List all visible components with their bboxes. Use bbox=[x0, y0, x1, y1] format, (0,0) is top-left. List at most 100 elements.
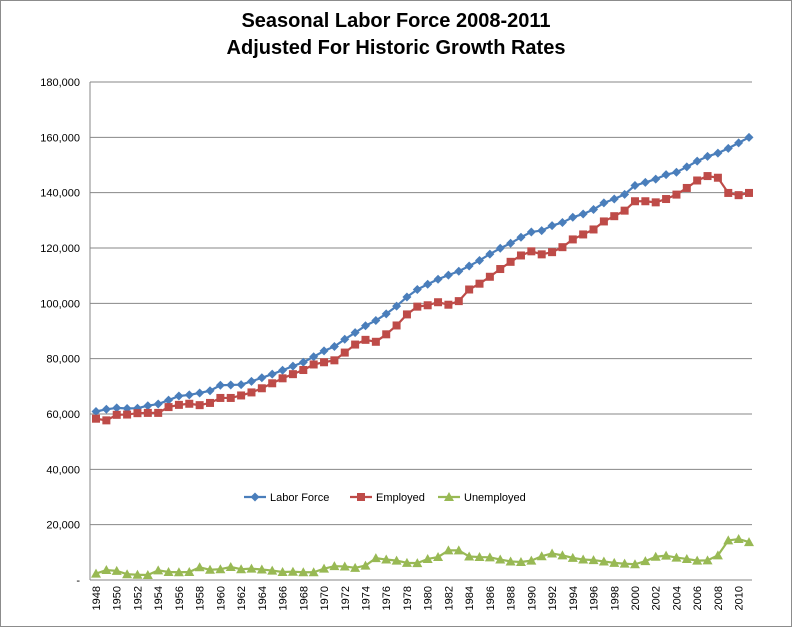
labor-force-point bbox=[309, 352, 319, 362]
unemployed-point bbox=[360, 560, 371, 570]
chart-title-line1: Seasonal Labor Force 2008-2011 bbox=[241, 10, 551, 32]
x-tick-label: 1958 bbox=[195, 586, 207, 610]
labor-force-point bbox=[371, 315, 381, 325]
employed-point bbox=[112, 410, 121, 419]
labor-force-point bbox=[713, 148, 723, 158]
employed-point bbox=[392, 321, 401, 330]
unemployed-point bbox=[184, 566, 195, 576]
employed-point bbox=[516, 251, 525, 260]
employed-point bbox=[330, 356, 339, 365]
employed-point bbox=[102, 416, 111, 425]
labor-force-point bbox=[392, 301, 402, 311]
unemployed-point bbox=[246, 563, 257, 573]
unemployed-point bbox=[567, 552, 578, 562]
labor-force-point bbox=[423, 279, 433, 289]
unemployed-point bbox=[391, 555, 402, 565]
x-axis: 1948 1950 1952 1954 1956 1958 1960 1962 1964 1966… bbox=[89, 82, 752, 610]
unemployed-point bbox=[609, 557, 620, 567]
series-employed bbox=[92, 172, 753, 425]
employed-point bbox=[734, 191, 743, 200]
labor-force-point bbox=[506, 238, 516, 248]
employed-point bbox=[164, 403, 173, 412]
labor-force-point bbox=[164, 395, 174, 405]
series-unemployed bbox=[91, 534, 754, 580]
employed-point bbox=[413, 302, 422, 311]
unemployed-point bbox=[132, 569, 143, 579]
employed-point bbox=[226, 393, 235, 402]
labor-force-point bbox=[671, 167, 681, 177]
x-tick-label: 2002 bbox=[651, 586, 663, 610]
employed-point bbox=[724, 188, 733, 197]
unemployed-point bbox=[547, 548, 558, 558]
labor-force-point bbox=[599, 198, 609, 208]
unemployed-point bbox=[671, 552, 682, 562]
unemployed-point bbox=[712, 550, 723, 560]
unemployed-point bbox=[484, 552, 495, 562]
unemployed-point bbox=[536, 551, 547, 561]
legend-swatch-marker bbox=[357, 493, 365, 501]
labor-force-point bbox=[640, 177, 650, 187]
x-tick-label: 1962 bbox=[236, 586, 248, 610]
x-tick-label: 1982 bbox=[443, 586, 455, 610]
employed-point bbox=[143, 408, 152, 417]
employed-point bbox=[651, 198, 660, 207]
unemployed-point bbox=[629, 559, 640, 569]
x-tick-label: 2004 bbox=[671, 586, 683, 610]
unemployed-point bbox=[142, 570, 153, 580]
employed-point bbox=[444, 300, 453, 309]
employed-point bbox=[92, 414, 100, 423]
employed-point bbox=[527, 247, 536, 256]
unemployed-point bbox=[443, 545, 454, 555]
labor-force-point bbox=[195, 388, 205, 398]
labor-force-point bbox=[516, 232, 526, 242]
employed-point bbox=[195, 401, 204, 410]
employed-point bbox=[216, 393, 225, 402]
unemployed-point bbox=[650, 551, 661, 561]
employed-point bbox=[465, 285, 474, 294]
labor-force-point bbox=[485, 249, 495, 259]
labor-force-point bbox=[547, 221, 557, 231]
employed-point bbox=[309, 360, 318, 369]
x-tick-label: 1994 bbox=[568, 586, 580, 610]
y-tick-label: - bbox=[76, 575, 80, 587]
labor-force-point bbox=[402, 292, 412, 302]
employed-point bbox=[558, 243, 567, 252]
labor-force-point bbox=[651, 174, 661, 184]
labor-force-point bbox=[495, 243, 505, 253]
employed-point bbox=[133, 409, 142, 418]
unemployed-point bbox=[474, 552, 485, 562]
legend-item-employed: Employed bbox=[350, 492, 425, 504]
employed-point bbox=[237, 391, 246, 400]
x-tick-label: 1980 bbox=[423, 586, 435, 610]
employed-point bbox=[589, 225, 598, 234]
y-tick-label: 60,000 bbox=[46, 409, 80, 421]
unemployed-point bbox=[329, 561, 340, 571]
labor-force-point bbox=[91, 407, 101, 417]
labor-force-point bbox=[236, 380, 246, 390]
labor-force-point bbox=[526, 227, 536, 237]
unemployed-point bbox=[464, 551, 475, 561]
labor-force-point bbox=[267, 369, 277, 379]
labor-force-point bbox=[412, 285, 422, 294]
unemployed-point bbox=[702, 555, 713, 565]
labor-force-point bbox=[682, 162, 692, 172]
y-tick-label: 20,000 bbox=[46, 520, 80, 532]
employed-point bbox=[174, 400, 183, 409]
y-tick-label: 100,000 bbox=[40, 298, 80, 310]
unemployed-point bbox=[661, 550, 672, 560]
labor-force-point bbox=[329, 341, 339, 351]
x-tick-label: 1968 bbox=[298, 586, 310, 610]
labor-force-point bbox=[350, 328, 360, 338]
x-tick-label: 1954 bbox=[153, 586, 165, 610]
employed-point bbox=[278, 374, 287, 383]
employed-point bbox=[423, 301, 432, 310]
employed-point bbox=[454, 297, 463, 306]
series-line-labor-force bbox=[95, 136, 750, 413]
labor-force-point bbox=[433, 274, 443, 284]
x-tick-label: 1964 bbox=[257, 586, 269, 610]
x-tick-label: 1966 bbox=[278, 586, 290, 610]
employed-point bbox=[703, 172, 712, 181]
unemployed-point bbox=[495, 554, 506, 564]
labor-force-point bbox=[443, 270, 453, 280]
